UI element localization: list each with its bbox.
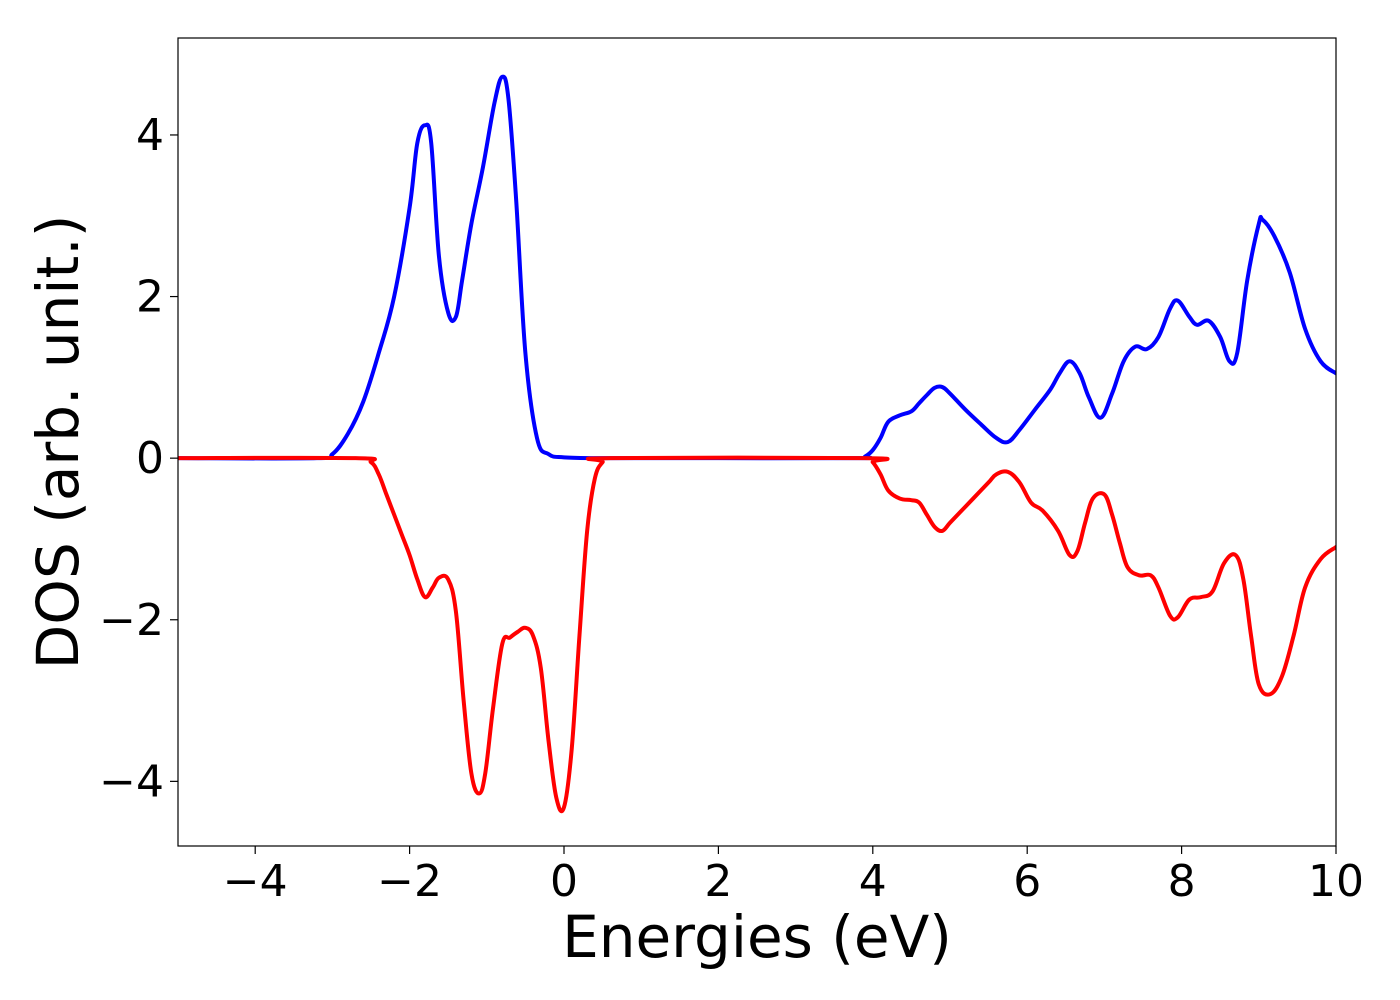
x-tick-label: 2 <box>704 856 732 907</box>
x-tick-label: 4 <box>859 856 887 907</box>
ticks-layer: −4 −2 0 2 4 6 8 10 −4 −2 0 2 4 <box>99 110 1364 907</box>
y-tick-label: −4 <box>99 756 164 807</box>
x-tick-label: −4 <box>223 856 288 907</box>
x-tick-label: 0 <box>550 856 578 907</box>
x-tick-label: 8 <box>1168 856 1196 907</box>
y-tick-label: 2 <box>136 272 164 323</box>
series-line-red <box>178 455 1336 814</box>
series-line-blue <box>178 74 1336 461</box>
x-tick-label: 10 <box>1308 856 1364 907</box>
series-layer <box>178 74 1336 814</box>
y-tick-label: 4 <box>136 110 164 161</box>
y-tick-label: 0 <box>136 433 164 484</box>
x-axis-label: Energies (eV) <box>562 903 952 971</box>
plot-frame <box>177 37 1337 847</box>
x-tick-label: 6 <box>1013 856 1041 907</box>
y-tick-label: −2 <box>99 595 164 646</box>
x-tick-label: −2 <box>377 856 442 907</box>
y-axis-label: DOS (arb. unit.) <box>24 215 92 670</box>
